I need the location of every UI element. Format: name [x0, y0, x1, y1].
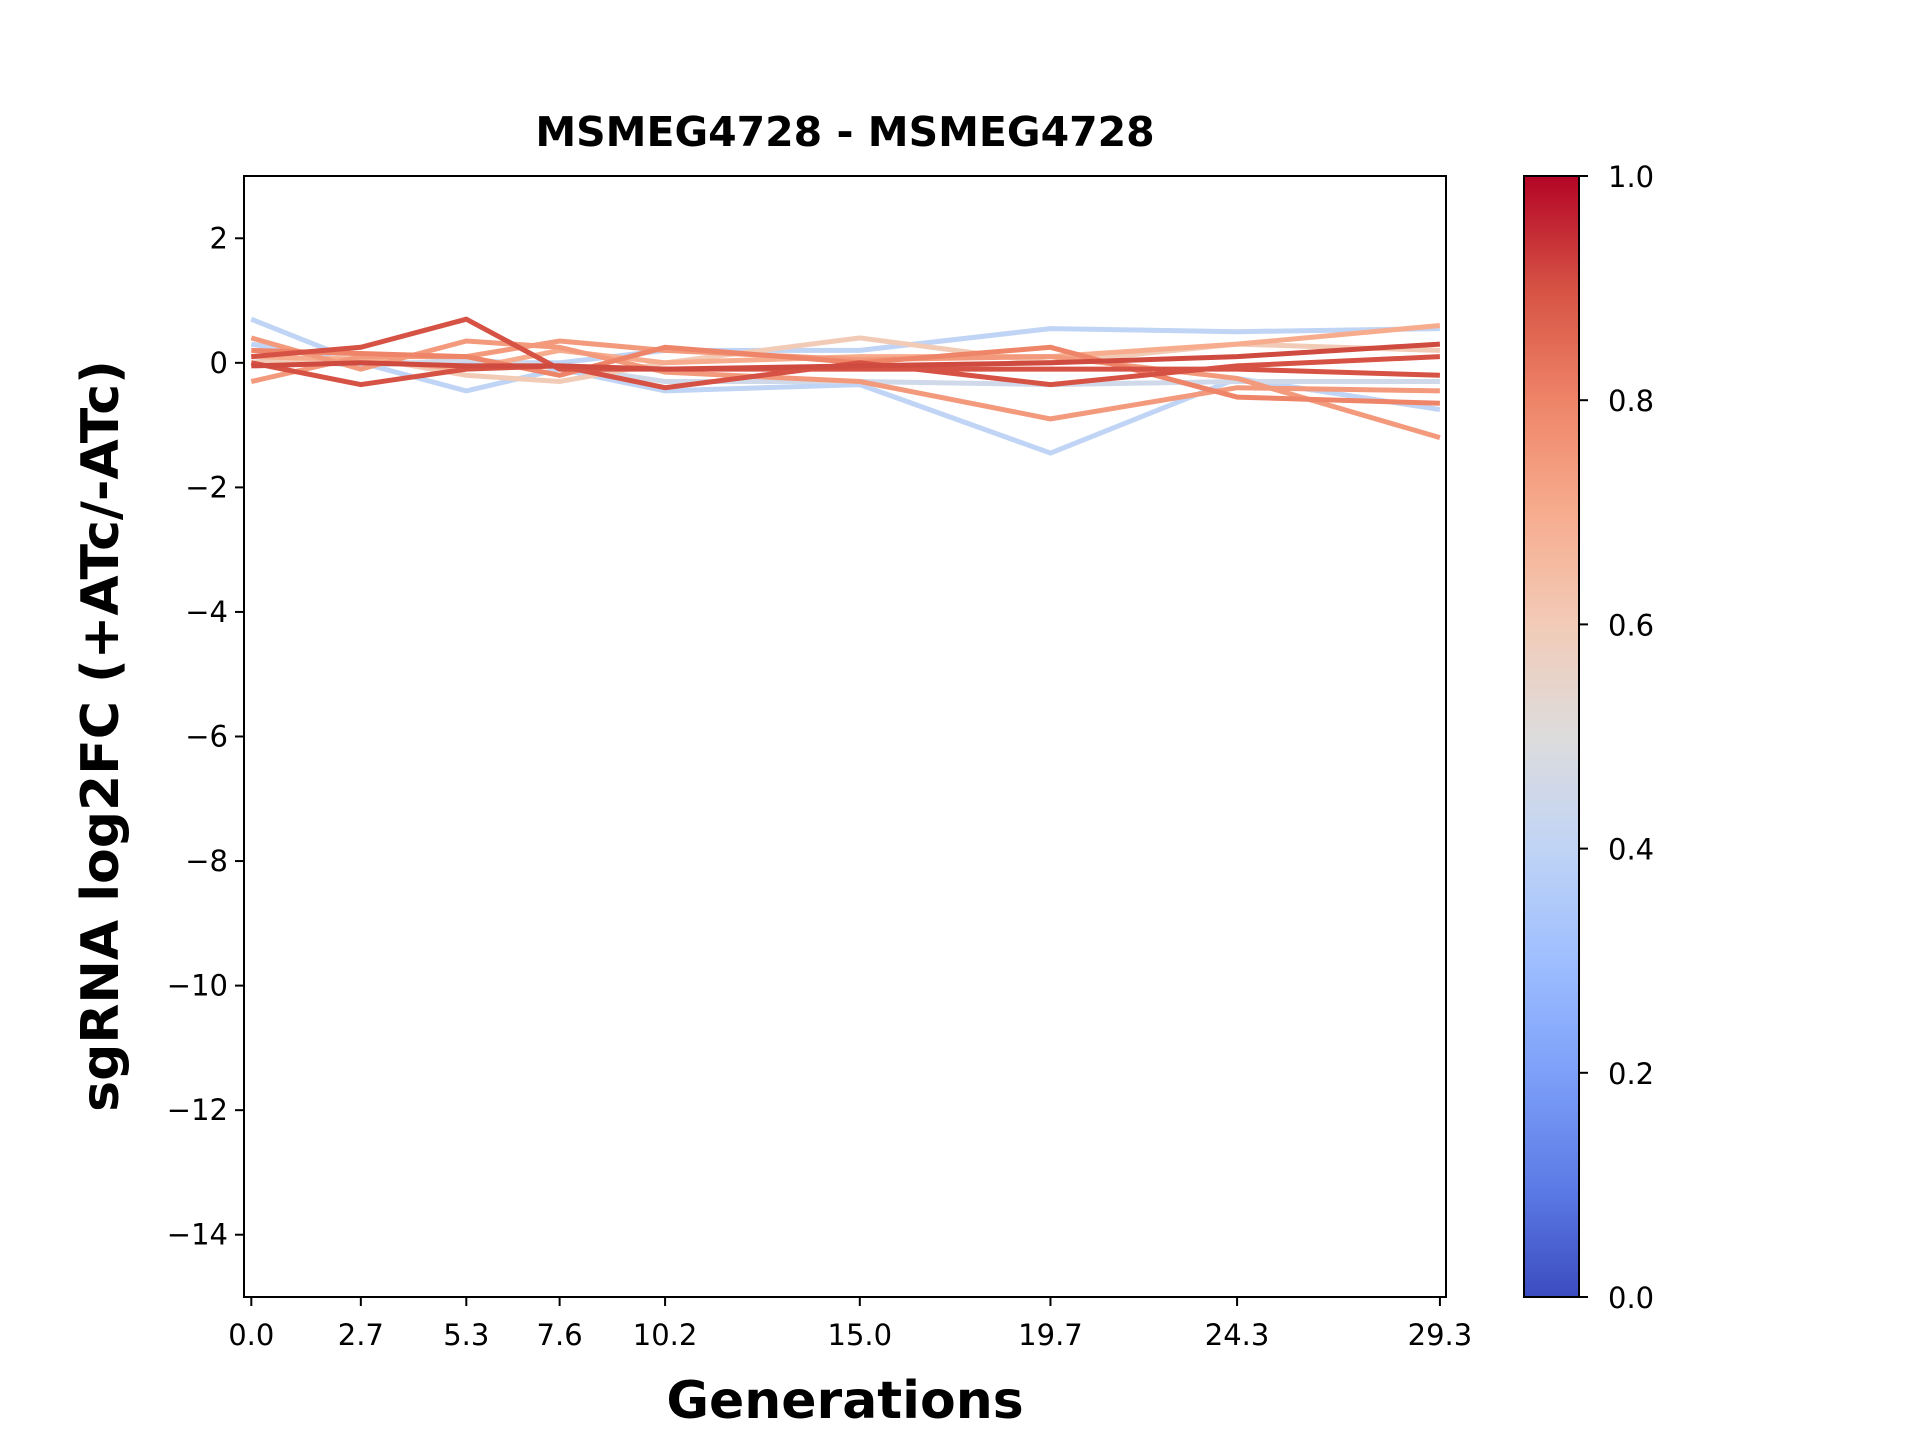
series-line-10	[251, 341, 1441, 372]
y-axis-label: sgRNA log2FC (+ATc/-ATc)	[71, 360, 131, 1112]
colorbar-tick-label: 0.4	[1608, 833, 1654, 867]
x-tick-label: 0.0	[228, 1318, 274, 1352]
y-tick-label: −6	[185, 720, 228, 754]
series-line-7	[251, 344, 1440, 406]
colorbar-tick-label: 0.2	[1608, 1057, 1654, 1091]
x-tick-label: 2.7	[338, 1318, 384, 1352]
y-tick-label: −10	[167, 969, 228, 1003]
y-tick-label: 0	[210, 346, 228, 380]
x-tick-label: 19.7	[1018, 1318, 1083, 1352]
x-tick-label: 24.3	[1205, 1318, 1270, 1352]
y-tick-label: 2	[210, 221, 228, 255]
series-line-9	[250, 354, 1441, 391]
colorbar-tick-label: 0.8	[1608, 384, 1654, 418]
x-tick-label: 10.2	[633, 1318, 698, 1352]
x-axis: 0.0 2.7 5.3 7.6 10.2 15.0 19.7 24.3 29.3	[228, 1297, 1472, 1352]
colorbar	[1523, 175, 1580, 1298]
y-tick-label: −4	[185, 595, 228, 629]
colorbar-tick-label: 0.0	[1608, 1281, 1654, 1315]
y-tick-label: −2	[185, 470, 228, 504]
y-tick-label: −12	[167, 1093, 228, 1127]
y-tick-label: −14	[167, 1218, 228, 1252]
chart-title: MSMEG4728 - MSMEG4728	[535, 108, 1154, 156]
x-axis-label: Generations	[666, 1371, 1023, 1431]
x-tick-label: 29.3	[1408, 1318, 1473, 1352]
series-line-0	[250, 316, 1441, 456]
y-tick-label: −8	[185, 844, 228, 878]
x-tick-label: 15.0	[828, 1318, 893, 1352]
colorbar-tick-label: 0.6	[1608, 608, 1654, 642]
x-tick-label: 5.3	[443, 1318, 489, 1352]
colorbar-tick-label: 1.0	[1608, 160, 1654, 194]
x-tick-label: 7.6	[537, 1318, 583, 1352]
colorbar-ticks: 0.0 0.2 0.4 0.6 0.8 1.0	[1579, 160, 1654, 1315]
y-axis: 2 0 −2 −4 −6 −8 −10 −12 −14	[167, 221, 244, 1252]
series-line-5	[250, 335, 1440, 422]
series-lines	[250, 316, 1441, 456]
